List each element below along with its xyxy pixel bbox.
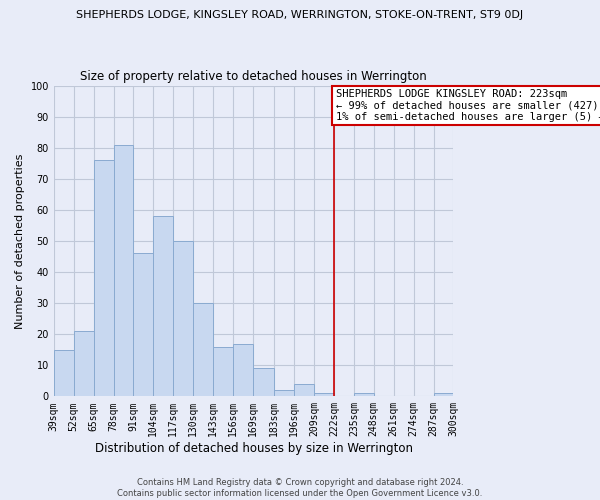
Bar [233, 344, 253, 396]
Bar [434, 393, 454, 396]
Bar [74, 331, 94, 396]
Bar [354, 393, 374, 396]
Text: SHEPHERDS LODGE KINGSLEY ROAD: 223sqm
← 99% of detached houses are smaller (427): SHEPHERDS LODGE KINGSLEY ROAD: 223sqm ← … [335, 88, 600, 122]
Bar [154, 216, 173, 396]
Bar [133, 254, 154, 396]
Bar [253, 368, 274, 396]
Bar [173, 241, 193, 396]
Title: Size of property relative to detached houses in Werrington: Size of property relative to detached ho… [80, 70, 427, 83]
Bar [294, 384, 314, 396]
Y-axis label: Number of detached properties: Number of detached properties [15, 154, 25, 328]
Text: SHEPHERDS LODGE, KINGSLEY ROAD, WERRINGTON, STOKE-ON-TRENT, ST9 0DJ: SHEPHERDS LODGE, KINGSLEY ROAD, WERRINGT… [76, 10, 524, 20]
Bar [314, 393, 334, 396]
Bar [94, 160, 113, 396]
Bar [113, 144, 133, 396]
Bar [213, 346, 233, 397]
Text: Contains HM Land Registry data © Crown copyright and database right 2024.
Contai: Contains HM Land Registry data © Crown c… [118, 478, 482, 498]
X-axis label: Distribution of detached houses by size in Werrington: Distribution of detached houses by size … [95, 442, 413, 455]
Bar [54, 350, 74, 397]
Bar [274, 390, 294, 396]
Bar [193, 303, 213, 396]
